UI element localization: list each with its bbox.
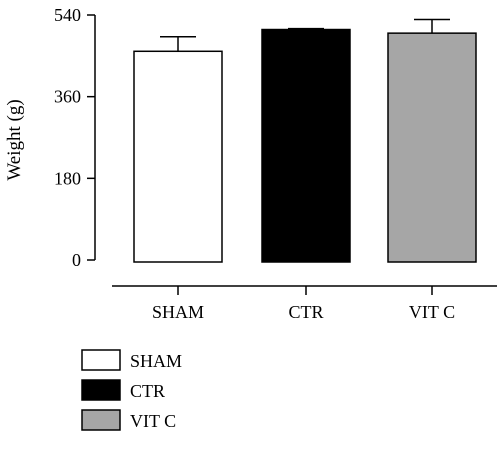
x-tick-label: SHAM [152,302,204,322]
y-tick-label: 0 [72,250,81,270]
legend: SHAM CTR VIT C [81,349,182,431]
legend-label: SHAM [130,351,182,371]
legend-swatch [81,379,121,401]
bar-sham [133,50,223,263]
y-axis-label: Weight (g) [4,99,25,180]
x-tick-label: CTR [288,302,323,322]
legend-label: VIT C [130,411,176,431]
x-tick-label: VIT C [409,302,455,322]
x-axis: SHAM CTR VIT C [112,285,497,322]
y-tick-label: 360 [54,87,81,107]
legend-swatch [81,409,121,431]
y-tick-label: 180 [54,168,81,188]
bars [133,18,477,263]
legend-swatch [81,349,121,371]
bar-vit-c [387,32,477,263]
y-axis: 0 180 360 540 [54,5,96,270]
y-tick-label: 540 [54,5,81,25]
bar-ctr [261,28,351,263]
legend-label: CTR [130,381,165,401]
